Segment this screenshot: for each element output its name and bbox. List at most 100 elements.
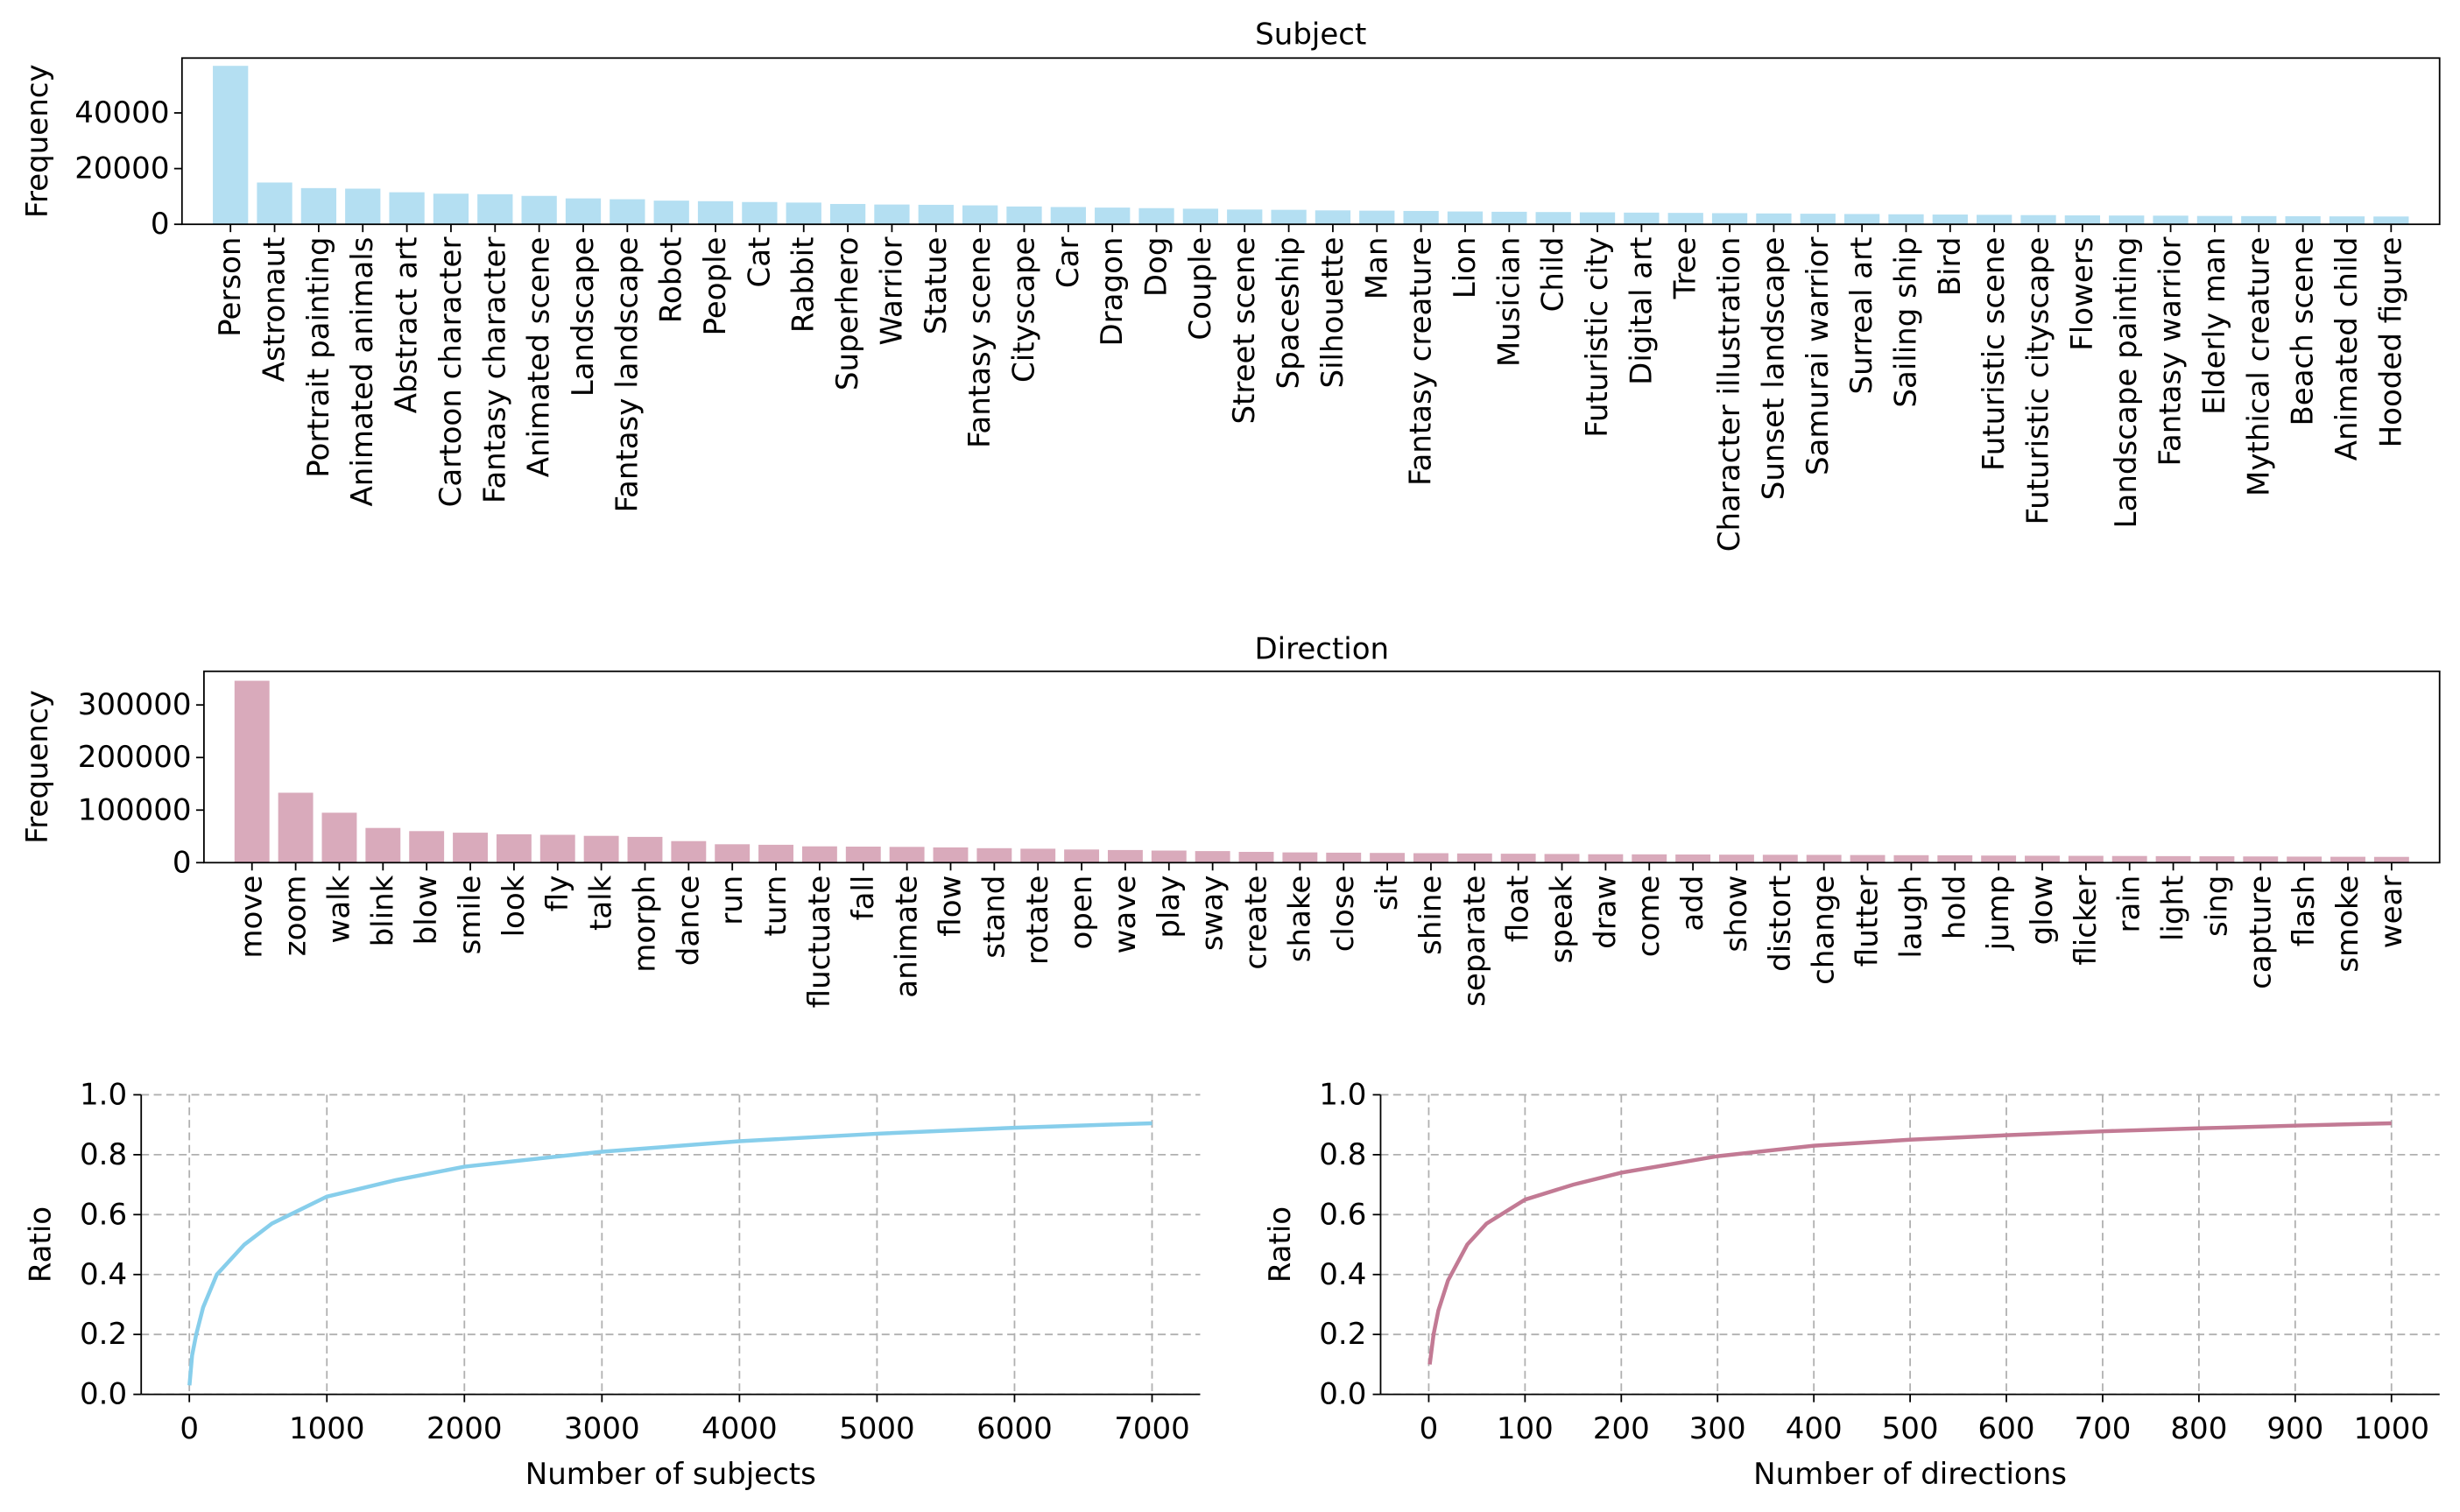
x-tick-label: stand: [976, 876, 1011, 959]
x-tick-label: 200: [1593, 1411, 1650, 1446]
bar: [477, 193, 513, 225]
x-tick-label: come: [1632, 876, 1667, 958]
bar: [1675, 854, 1711, 863]
x-tick-label: Surreal art: [1844, 237, 1879, 395]
x-tick-label: Lion: [1448, 237, 1483, 299]
x-tick-label: Elderly man: [2197, 237, 2232, 415]
bar: [539, 834, 575, 863]
bar: [918, 204, 954, 225]
x-tick-label: create: [1239, 876, 1274, 970]
axes-frame: [202, 670, 2441, 864]
x-tick-label: glow: [2025, 876, 2060, 946]
bar: [742, 201, 778, 225]
bar: [2020, 214, 2056, 225]
x-tick-label: dance: [671, 876, 706, 967]
y-tick-label: 0.4: [80, 1257, 127, 1292]
x-tick-label: Dog: [1139, 237, 1174, 298]
bar: [2153, 215, 2189, 225]
x-tick-label: Cartoon character: [433, 237, 469, 508]
x-tick-label: Statue: [919, 237, 954, 335]
chart-title: Direction: [1254, 632, 1389, 667]
bar: [2068, 855, 2104, 863]
bar: [2064, 215, 2101, 225]
bar: [962, 205, 998, 225]
bar: [1981, 855, 2017, 863]
x-tick-label: capture: [2243, 876, 2278, 989]
y-tick-label: 300000: [78, 687, 192, 722]
bar: [1403, 210, 1439, 225]
bar: [1020, 848, 1056, 863]
bar: [1893, 854, 1929, 863]
bar: [889, 847, 925, 863]
x-tick-label: Street scene: [1227, 237, 1262, 425]
x-tick-label: People: [698, 237, 733, 336]
x-tick-label: Character illustration: [1712, 237, 1747, 552]
bar: [1762, 854, 1798, 863]
bar: [845, 847, 881, 863]
bar: [389, 192, 425, 225]
bar: [1711, 213, 1748, 225]
y-tick-label: 100000: [78, 792, 192, 827]
bar: [2155, 855, 2191, 863]
bar: [2109, 215, 2145, 225]
bar: [1151, 850, 1187, 863]
y-tick-label: 0.4: [1319, 1257, 1366, 1292]
x-tick-label: close: [1326, 876, 1361, 953]
x-tick-label: Car: [1051, 237, 1086, 289]
bar: [1195, 851, 1230, 863]
x-tick-label: talk: [584, 875, 619, 931]
x-tick-label: move: [235, 876, 270, 959]
bar: [234, 680, 270, 863]
x-tick-label: Cat: [742, 237, 777, 288]
x-tick-label: rain: [2112, 876, 2147, 933]
x-tick-label: Digital art: [1624, 237, 1659, 385]
x-tick-label: Sailing ship: [1888, 237, 1923, 408]
bar: [453, 833, 488, 863]
x-tick-label: float: [1501, 876, 1536, 942]
x-tick-label: Flowers: [2065, 237, 2100, 351]
x-tick-label: Portrait painting: [301, 237, 336, 478]
bar: [433, 193, 469, 225]
x-tick-label: 300: [1689, 1411, 1746, 1446]
x-tick-label: 800: [2170, 1411, 2227, 1446]
x-tick-label: smile: [453, 876, 488, 955]
y-tick-label: 40000: [74, 95, 169, 130]
x-tick-label: Landscape painting: [2109, 237, 2144, 529]
x-tick-label: distort: [1763, 876, 1798, 972]
x-tick-label: Person: [213, 237, 248, 337]
bar: [521, 195, 557, 225]
chart-title: Subject: [1255, 17, 1366, 52]
bar: [1413, 853, 1449, 863]
x-tick-label: zoom: [278, 876, 314, 957]
x-tick-label: flash: [2287, 876, 2322, 947]
x-tick-label: fall: [846, 876, 881, 921]
bar: [1447, 211, 1484, 225]
x-tick-label: Fantasy warrior: [2153, 237, 2189, 467]
x-tick-label: Fantasy scene: [962, 237, 997, 449]
bar: [321, 812, 357, 863]
bar: [1588, 854, 1624, 863]
y-tick-label: 1.0: [1319, 1077, 1366, 1112]
x-tick-label: fly: [540, 876, 575, 912]
x-tick-label: Beach scene: [2286, 237, 2321, 426]
y-tick-label: 0: [173, 845, 192, 880]
y-tick-label: 0.0: [80, 1377, 127, 1412]
line-series: [187, 1121, 1152, 1386]
x-tick-label: show: [1719, 876, 1754, 953]
x-tick-label: wave: [1108, 876, 1143, 954]
x-tick-label: add: [1675, 876, 1710, 932]
x-axis-label: Number of directions: [1753, 1457, 2067, 1492]
bar: [583, 835, 619, 863]
bar: [1006, 206, 1042, 225]
x-tick-label: Dragon: [1095, 237, 1130, 347]
x-tick-label: run: [715, 876, 750, 925]
x-tick-label: rotate: [1020, 876, 1055, 966]
bar: [874, 204, 910, 225]
x-tick-label: open: [1064, 876, 1099, 950]
bar: [610, 199, 645, 225]
x-tick-label: 600: [1978, 1411, 2035, 1446]
bar: [2285, 215, 2321, 225]
bar: [1932, 214, 1968, 225]
x-tick-label: Futuristic city: [1580, 237, 1615, 438]
